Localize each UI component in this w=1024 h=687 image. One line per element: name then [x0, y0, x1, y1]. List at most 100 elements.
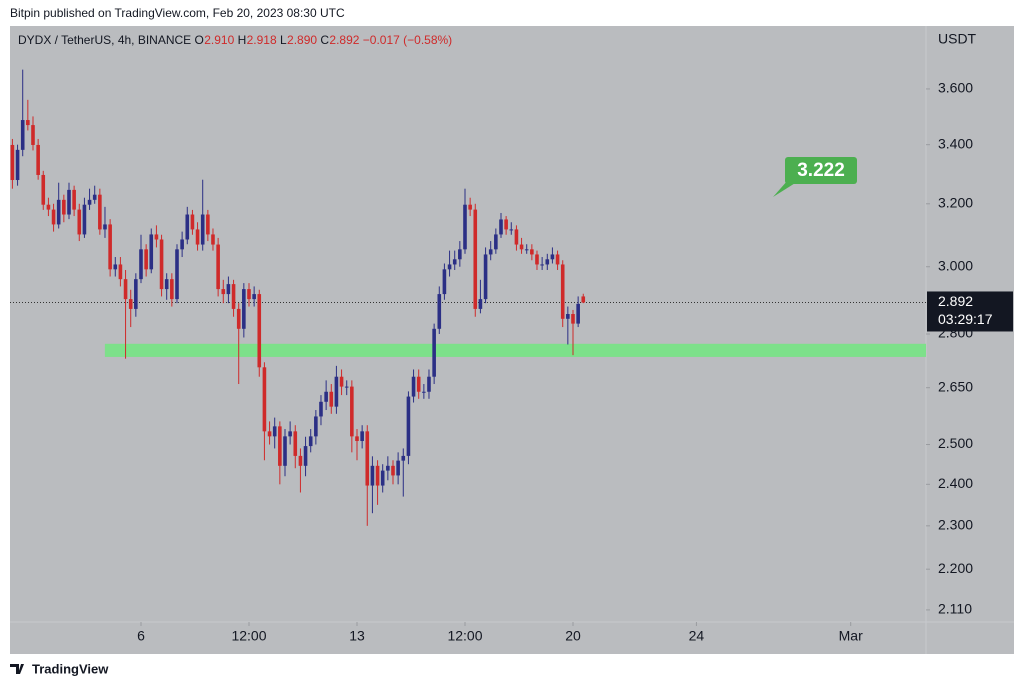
candle-body	[283, 436, 287, 466]
candle-body	[175, 249, 179, 300]
candle-body	[334, 376, 339, 407]
candle-body	[103, 224, 107, 230]
x-tick-label: 6	[137, 628, 145, 644]
candle-body	[324, 391, 328, 402]
candle-body	[406, 396, 411, 456]
candle-body	[478, 299, 483, 309]
last-price-box	[927, 291, 1013, 332]
candle-body	[555, 254, 560, 265]
x-tick-label: 12:00	[447, 628, 482, 644]
candle-body	[72, 189, 76, 210]
candle-body	[247, 289, 251, 300]
y-tick-label: 3.200	[938, 194, 973, 210]
annotation: 3.222	[773, 157, 857, 197]
y-tick-label: 2.300	[938, 517, 973, 533]
candle-body	[77, 209, 82, 235]
candle-body	[67, 189, 71, 215]
candle-body	[108, 224, 112, 270]
candle-body	[211, 234, 215, 245]
candle-body	[375, 465, 380, 486]
candle-body	[206, 214, 210, 235]
x-tick-label: Mar	[839, 628, 863, 644]
candle-body	[278, 426, 282, 466]
candle-body	[386, 465, 390, 471]
candle-body	[452, 259, 457, 265]
candle-body	[494, 234, 498, 250]
candle-body	[365, 431, 370, 486]
candle-body	[339, 376, 344, 387]
candle-body	[293, 431, 298, 456]
candle-body	[329, 391, 334, 407]
candle-body	[473, 209, 478, 309]
candle-body	[10, 144, 15, 181]
candle-body	[262, 367, 267, 432]
candle-body	[560, 264, 565, 319]
candle-body	[123, 279, 128, 300]
candle-body	[195, 229, 200, 245]
candle-body	[314, 416, 318, 437]
candle-body	[416, 376, 421, 392]
candle-body	[257, 294, 262, 368]
candle-body	[360, 431, 364, 442]
x-tick-label: 20	[565, 628, 581, 644]
candle-body	[236, 308, 241, 329]
candle-body	[576, 303, 580, 324]
legend-value: 2.918	[246, 33, 277, 47]
candle-body	[272, 426, 277, 437]
legend-key: C	[320, 33, 330, 47]
candle-body	[550, 254, 555, 260]
candle-body	[221, 289, 226, 295]
candle-body	[170, 279, 174, 300]
annotation-box	[785, 157, 857, 184]
candle-body	[483, 254, 488, 300]
candle-body	[159, 239, 164, 290]
candle-body	[200, 214, 205, 245]
candle-body	[15, 149, 20, 181]
annotation-pointer	[773, 180, 800, 197]
support-zone	[104, 343, 927, 357]
legend-symbol: DYDX / TetherUS, 4h, BINANCE	[18, 33, 192, 47]
candle-body	[92, 194, 97, 200]
candle-body	[509, 229, 514, 231]
candle-body	[514, 229, 519, 245]
candle-body	[267, 431, 272, 437]
legend-change: −0.017 (−0.58%)	[362, 33, 453, 47]
countdown-label: 03:29:17	[938, 311, 993, 327]
candle-body	[134, 279, 138, 309]
candle-body	[87, 199, 92, 205]
y-unit: USDT	[938, 31, 977, 47]
candle-body	[319, 401, 323, 417]
candle-body	[26, 120, 30, 126]
y-tick-label: 2.110	[938, 601, 972, 617]
candle-body	[463, 204, 467, 250]
candle-body	[488, 249, 493, 255]
candle-body	[504, 219, 508, 230]
legend-key: L	[279, 33, 287, 47]
legend-value: 2.890	[287, 33, 318, 47]
candle-body	[370, 465, 375, 486]
candle-body	[499, 219, 503, 235]
candle-body	[154, 234, 159, 240]
candle-body	[427, 376, 431, 392]
legend-value: 2.910	[204, 33, 235, 47]
candle-body	[571, 314, 575, 324]
candle-body	[437, 294, 442, 329]
y-tick-label: 3.000	[938, 257, 973, 273]
candle-body	[180, 239, 184, 250]
candle-body	[56, 199, 61, 225]
candle-body	[231, 284, 236, 309]
candle-body	[82, 204, 87, 235]
candle-body	[519, 244, 524, 250]
candle-body	[41, 174, 46, 205]
x-tick-label: 13	[349, 628, 365, 644]
legend: DYDX / TetherUS, 4h, BINANCE O 2.910 H 2…	[18, 33, 452, 47]
candle-body	[62, 199, 66, 215]
candle-body	[298, 455, 303, 466]
candle-body	[288, 431, 292, 437]
candle-body	[252, 294, 256, 300]
candle-body	[46, 204, 51, 210]
x-tick-label: 24	[689, 628, 705, 644]
candle-body	[36, 144, 40, 175]
